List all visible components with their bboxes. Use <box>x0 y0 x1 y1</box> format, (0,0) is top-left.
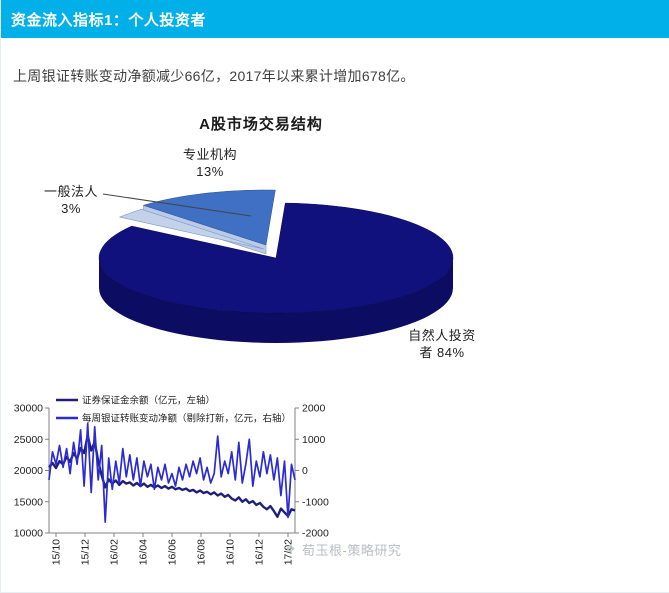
svg-text:16/12: 16/12 <box>254 539 266 565</box>
section-header-bar: 资金流入指标1：个人投资者 <box>1 0 669 38</box>
pie-label-individuals-pct: 者 84% <box>419 345 465 360</box>
svg-text:20000: 20000 <box>14 465 43 477</box>
svg-text:0: 0 <box>302 465 308 477</box>
svg-text:证券保证金余额（亿元，左轴）: 证券保证金余额（亿元，左轴） <box>82 395 215 407</box>
pie-chart-title: A股市场交易结构 <box>199 116 323 133</box>
pie-label-individuals-name: 自然人投资 <box>408 328 476 343</box>
svg-text:16/02: 16/02 <box>109 539 121 565</box>
svg-text:30000: 30000 <box>14 403 43 415</box>
svg-text:15/10: 15/10 <box>51 539 63 565</box>
pie-label-institutions-name: 专业机构 <box>182 147 237 162</box>
svg-text:25000: 25000 <box>14 434 43 446</box>
svg-text:1000: 1000 <box>302 434 326 446</box>
watermark-logo-icon: ❖ <box>285 542 297 556</box>
svg-text:16/10: 16/10 <box>225 539 237 565</box>
svg-text:16/04: 16/04 <box>138 539 150 565</box>
svg-text:15000: 15000 <box>14 496 43 508</box>
svg-text:-2000: -2000 <box>302 528 329 540</box>
svg-text:10000: 10000 <box>14 528 43 540</box>
watermark-text: 荀玉根-策略研究 <box>302 543 402 558</box>
line-chart: 3000025000200001500010000200010000-1000-… <box>14 395 329 566</box>
pie-label-corporates-name: 一般法人 <box>43 184 98 199</box>
pie-label-corporates-pct: 3% <box>61 201 81 216</box>
svg-text:15/12: 15/12 <box>80 539 92 565</box>
svg-text:16/08: 16/08 <box>196 539 208 565</box>
pie-label-individuals: 自然人投资 者 84% <box>392 327 492 361</box>
svg-text:每周银证转账变动净额（剔除打新，亿元，右轴）: 每周银证转账变动净额（剔除打新，亿元，右轴） <box>82 413 291 425</box>
svg-text:2000: 2000 <box>302 403 326 415</box>
section-title: 资金流入指标1：个人投资者 <box>11 11 206 29</box>
svg-text:-1000: -1000 <box>302 496 329 508</box>
svg-text:16/06: 16/06 <box>167 539 179 565</box>
svg-text:17/02: 17/02 <box>283 539 295 565</box>
pie-label-corporates: 一般法人 3% <box>29 183 113 217</box>
pie-label-institutions-pct: 13% <box>196 164 224 179</box>
intro-text: 上周银证转账变动净额减少66亿，2017年以来累计增加678亿。 <box>13 68 415 84</box>
pie-chart <box>98 189 454 343</box>
pie-label-institutions: 专业机构 13% <box>164 146 256 180</box>
watermark: ❖ 荀玉根-策略研究 <box>285 540 401 559</box>
